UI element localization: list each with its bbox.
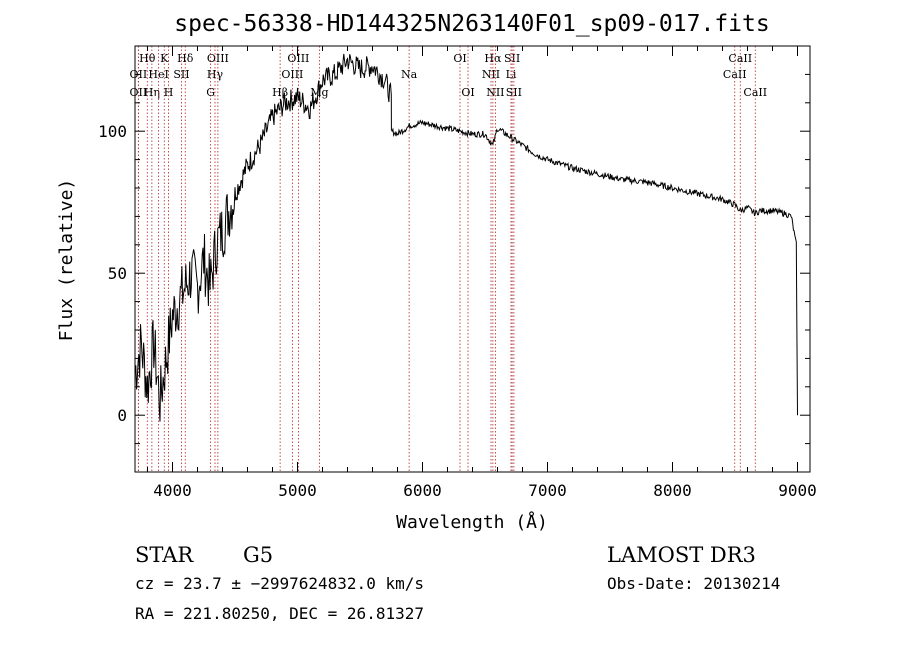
x-tick-label: 4000 bbox=[153, 481, 192, 500]
spectral-line-label: OIII bbox=[287, 52, 309, 65]
y-tick-label: 50 bbox=[108, 264, 127, 283]
y-tick-label: 100 bbox=[98, 122, 127, 141]
spectral-line-label: CaII bbox=[743, 86, 767, 99]
coordinates: RA = 221.80250, DEC = 26.81327 bbox=[135, 604, 424, 623]
spectral-line-label: NII bbox=[482, 68, 500, 81]
spectral-line-label: CaII bbox=[723, 68, 747, 81]
spectral-line-label: OII bbox=[130, 86, 148, 99]
observation-date: Obs-Date: 20130214 bbox=[607, 574, 780, 593]
series-layer bbox=[134, 53, 798, 422]
spectral-line-label: OIII bbox=[207, 52, 229, 65]
spectral-line-label: Hη bbox=[144, 86, 160, 99]
y-tick-label: 0 bbox=[117, 406, 127, 425]
x-tick-label: 6000 bbox=[403, 481, 442, 500]
spectral-line-label: Hδ bbox=[177, 52, 194, 65]
redshift-cz: cz = 23.7 ± −2997624832.0 km/s bbox=[135, 574, 424, 593]
x-axis-label: Wavelength (Å) bbox=[396, 511, 548, 533]
x-tick-label: 8000 bbox=[653, 481, 692, 500]
spectral-line-label: K bbox=[160, 52, 169, 65]
spectral-line-label: Hγ bbox=[207, 68, 224, 81]
spectral-line-label: SII bbox=[173, 68, 189, 81]
spectral-line-label: HeI bbox=[148, 68, 168, 81]
survey-name: LAMOST DR3 bbox=[607, 543, 756, 567]
chart-title: spec-56338-HD144325N263140F01_sp09-017.f… bbox=[174, 11, 769, 37]
spectral-line-label: OI bbox=[461, 86, 474, 99]
axis-ticks: 4000 5000 6000 7000 8000 9000 0 50 100 bbox=[98, 46, 817, 500]
spectral-line-label: H bbox=[164, 86, 174, 99]
x-tick-label: 5000 bbox=[278, 481, 317, 500]
spectral-line-label: Li bbox=[506, 68, 517, 81]
spectral-line-label: Hα bbox=[484, 52, 502, 65]
spectral-line-label: SII bbox=[504, 52, 520, 65]
spectral-line-label: Na bbox=[401, 68, 418, 81]
y-axis-label: Flux (relative) bbox=[56, 179, 77, 342]
spectral-line-label: Hθ bbox=[139, 52, 156, 65]
x-tick-label: 7000 bbox=[528, 481, 567, 500]
spectral-line-label: OIII bbox=[281, 68, 303, 81]
spectral-subclass: G5 bbox=[243, 543, 273, 567]
spectral-line-label: SII bbox=[506, 86, 522, 99]
spectral-line-label: CaII bbox=[728, 52, 752, 65]
spectral-line-label: OI bbox=[453, 52, 466, 65]
plot-frame bbox=[134, 45, 811, 473]
object-type: STAR bbox=[135, 543, 194, 567]
spectrum-series-line bbox=[134, 53, 798, 422]
spectral-line-label: Hβ bbox=[272, 86, 288, 99]
spectral-line-label: G bbox=[206, 86, 215, 99]
spectral-line-label: NII bbox=[486, 86, 504, 99]
x-tick-label: 9000 bbox=[778, 481, 817, 500]
